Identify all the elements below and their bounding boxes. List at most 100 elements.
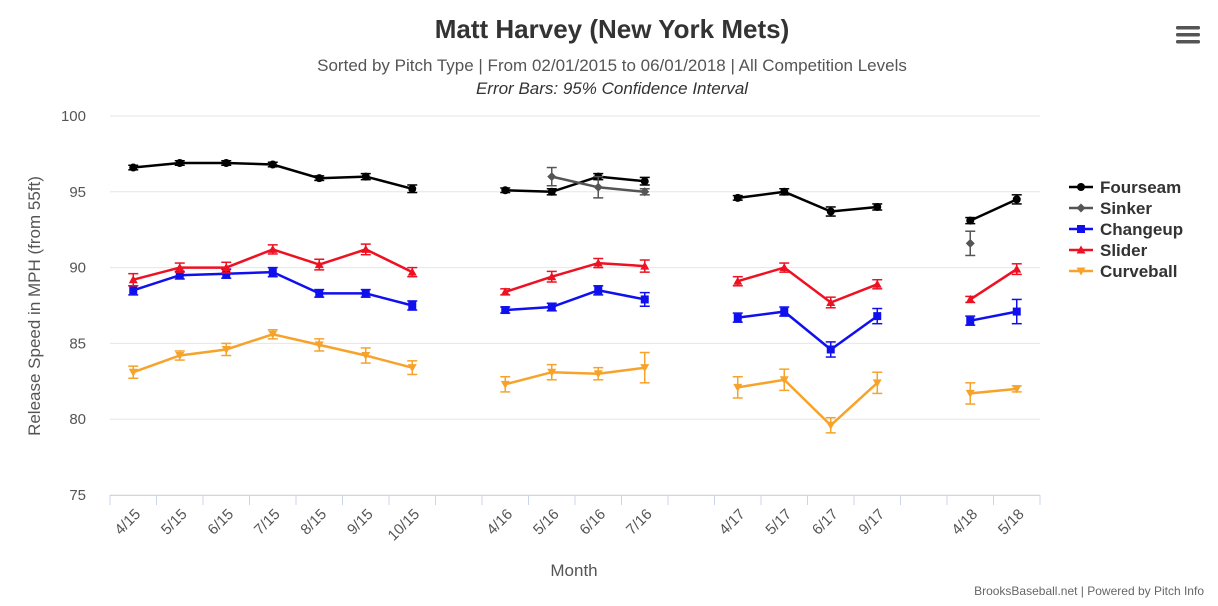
curveball-line: [132, 333, 413, 374]
legend-label-changeup: Changeup: [1100, 220, 1183, 239]
curveball-point: [500, 380, 510, 389]
gridlines: [110, 115, 1040, 496]
x-tick-label: 6/15: [204, 506, 237, 539]
series-slider: [128, 243, 1022, 309]
curveball-point: [965, 389, 975, 398]
y-tick-label-85: 85: [69, 335, 86, 352]
slider-point: [1012, 264, 1022, 273]
slider-point: [640, 261, 650, 270]
fourseam-point: [175, 158, 184, 167]
x-tick-label: 6/17: [809, 506, 842, 539]
changeup-point: [268, 268, 277, 277]
sinker-point: [593, 182, 603, 192]
curveball-point: [779, 376, 789, 385]
curveball-point: [221, 345, 231, 354]
plot-series: [128, 158, 1022, 434]
fourseam-point: [873, 202, 882, 211]
changeup-point: [501, 306, 510, 315]
x-tick-label: 8/15: [297, 506, 330, 539]
curveball-line: [970, 387, 1017, 395]
changeup-point: [175, 271, 184, 280]
slider-point: [826, 297, 836, 306]
slider-point: [314, 260, 324, 269]
legend-label-slider: Slider: [1100, 241, 1148, 260]
hamburger-menu-icon[interactable]: [1176, 26, 1200, 44]
slider-point: [221, 263, 231, 272]
changeup-point: [408, 301, 417, 310]
x-tick-label: 4/16: [483, 506, 516, 539]
y-tick-label-100: 100: [61, 108, 86, 125]
slider-point: [361, 244, 371, 253]
slider-point: [593, 258, 603, 267]
y-tick-label-80: 80: [69, 411, 86, 428]
slider-point: [779, 263, 789, 272]
x-axis: 4/15 5/15 6/15 7/15 8/15 9/15 10/15 4/16 5/16 6/1…: [109, 495, 1041, 544]
fourseam-point: [780, 187, 789, 196]
changeup-point: [640, 295, 649, 304]
y-tick-label-75: 75: [69, 487, 86, 504]
legend-label-curveball: Curveball: [1100, 262, 1177, 281]
curveball-line: [737, 378, 879, 428]
curveball-line: [504, 366, 645, 386]
slider-point: [733, 276, 743, 285]
fourseam-line: [737, 190, 878, 213]
curveball-point: [872, 379, 882, 388]
x-tick-label: 7/15: [251, 506, 284, 539]
x-tick-label: 6/16: [576, 506, 609, 539]
x-tick-label: 5/18: [995, 506, 1028, 539]
x-tick-label: 5/17: [762, 506, 795, 539]
curveball-point: [547, 368, 557, 377]
changeup-point: [780, 307, 789, 316]
x-tick-label: 9/15: [344, 506, 377, 539]
changeup-point: [129, 286, 138, 295]
curveball-point: [733, 383, 743, 392]
slider-line: [969, 268, 1018, 301]
x-tick-label: 7/16: [623, 506, 656, 539]
changeup-line: [505, 289, 646, 312]
slider-point: [407, 267, 417, 276]
slider-point: [500, 287, 510, 296]
chart-subtitle-error-bars: Error Bars: 95% Confidence Interval: [476, 79, 749, 98]
sinker-point: [640, 187, 650, 197]
curveball-point: [361, 352, 371, 361]
changeup-point: [361, 289, 370, 298]
fourseam-line: [505, 175, 645, 194]
legend-label-fourseam: Fourseam: [1100, 178, 1181, 197]
changeup-point: [733, 313, 742, 322]
curveball-point: [407, 364, 417, 373]
credits-text[interactable]: BrooksBaseball.net | Powered by Pitch In…: [974, 584, 1204, 598]
fourseam-point: [408, 184, 417, 193]
fourseam-point: [826, 207, 835, 216]
y-tick-label-95: 95: [69, 184, 86, 201]
series-sinker: [546, 166, 976, 257]
fourseam-point: [222, 158, 231, 167]
fourseam-point: [129, 163, 138, 172]
curveball-point: [268, 330, 278, 339]
changeup-point: [315, 289, 324, 298]
fourseam-line: [969, 198, 1018, 222]
series-curveball: [128, 329, 1022, 434]
changeup-point: [594, 286, 603, 295]
slider-point: [872, 279, 882, 288]
x-tick-label: 4/17: [716, 506, 749, 539]
fourseam-point: [547, 187, 556, 196]
legend-marker-curveball: [1076, 267, 1086, 276]
y-axis-title: Release Speed in MPH (from 55ft): [25, 176, 44, 436]
changeup-point: [222, 269, 231, 278]
x-tick-label: 5/15: [158, 506, 191, 539]
slider-point: [175, 263, 185, 272]
legend-marker-slider: [1076, 245, 1086, 254]
y-axis-ticks: 75 80 85 90 95 100: [61, 108, 86, 504]
x-axis-title: Month: [550, 561, 597, 580]
x-tick-label: 4/18: [948, 506, 981, 539]
legend-marker-changeup: [1077, 225, 1085, 233]
slider-line: [737, 266, 878, 304]
slider-point: [547, 272, 557, 281]
legend-label-sinker: Sinker: [1100, 199, 1152, 218]
changeup-line: [737, 310, 879, 352]
fourseam-point: [501, 186, 510, 195]
fourseam-point: [361, 172, 370, 181]
sinker-point: [965, 238, 975, 248]
changeup-point: [1012, 307, 1021, 316]
